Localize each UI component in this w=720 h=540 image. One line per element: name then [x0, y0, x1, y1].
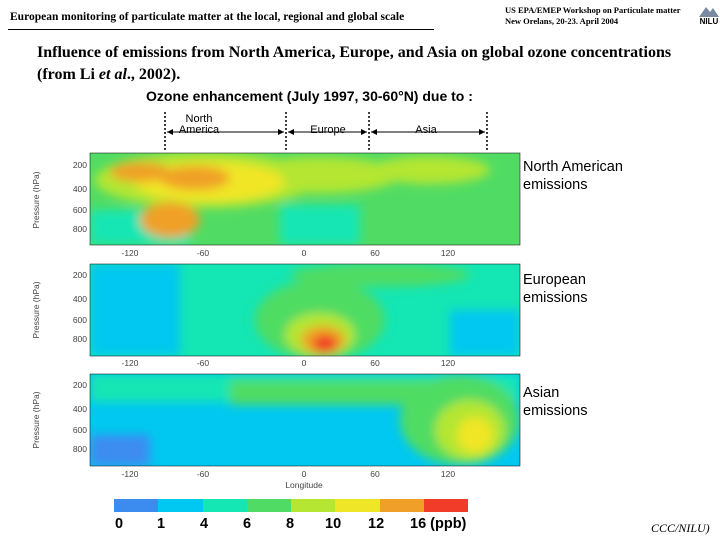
header-right: US EPA/EMEP Workshop on Particulate matt… — [505, 5, 681, 27]
region-label-north-america: North America — [178, 113, 220, 136]
x-tick-minus120: -120 — [121, 358, 138, 368]
y-axis-label-2: Pressure (hPa) — [31, 281, 41, 338]
panel-european — [89, 263, 521, 357]
panel-label-line1: Asian — [523, 385, 560, 401]
region-europe: Europe — [310, 124, 346, 136]
scale-label-16-ppb: 16 (ppb) — [410, 516, 467, 532]
y-tick-200: 200 — [73, 380, 87, 390]
x-tick-120: 120 — [441, 469, 455, 479]
header-right-line1: US EPA/EMEP Workshop on Particulate matt… — [505, 5, 681, 15]
y-tick-800: 800 — [73, 444, 87, 454]
x-tick-60: 60 — [370, 358, 380, 368]
scale-label-1: 1 — [157, 516, 166, 532]
y-axis-label-1: Pressure (hPa) — [31, 171, 41, 228]
scale-label-8: 8 — [286, 516, 295, 532]
header-divider — [8, 29, 434, 30]
panel-north-american — [89, 152, 521, 246]
scale-swatch-4 — [291, 499, 336, 512]
x-tick-60: 60 — [370, 248, 380, 258]
nilu-logo: NILU — [699, 4, 719, 26]
panel-label-line1: European — [523, 272, 586, 288]
region-north-america: North America — [168, 114, 230, 136]
scale-label-12: 12 — [368, 516, 385, 532]
panel-label-north-american: North American emissions — [523, 158, 623, 194]
y-tick-400: 400 — [73, 294, 87, 304]
x-tick-minus60: -60 — [197, 248, 210, 258]
scale-swatch-5 — [335, 499, 380, 512]
scale-label-6: 6 — [243, 516, 252, 532]
region-asia: Asia — [415, 124, 437, 136]
x-tick-0: 0 — [302, 358, 307, 368]
logo-text: NILU — [699, 17, 719, 26]
x-axis-label: Longitude — [285, 480, 323, 490]
scale-label-4: 4 — [200, 516, 209, 532]
panel-label-line2: emissions — [523, 403, 588, 419]
panel-label-line2: emissions — [523, 177, 588, 193]
x-tick-120: 120 — [441, 248, 455, 258]
title-part1: Influence of emissions from North Americ… — [37, 44, 672, 83]
x-tick-minus120: -120 — [121, 469, 138, 479]
title-italic: et al — [98, 66, 127, 83]
scale-label-10: 10 — [325, 516, 342, 532]
x-tick-120: 120 — [441, 358, 455, 368]
y-tick-400: 400 — [73, 184, 87, 194]
panel-label-line2: emissions — [523, 290, 588, 306]
slide-title: Influence of emissions from North Americ… — [37, 42, 697, 86]
panel-asian — [89, 373, 521, 467]
color-scale-bar — [114, 499, 468, 512]
panel-label-line1: North American — [523, 159, 623, 175]
scale-swatch-1 — [158, 499, 203, 512]
x-tick-60: 60 — [370, 469, 380, 479]
figure-title: Ozone enhancement (July 1997, 30-60°N) d… — [146, 88, 473, 104]
y-tick-800: 800 — [73, 334, 87, 344]
header-right-line2: New Orelans, 20-23. April 2004 — [505, 16, 619, 26]
scale-swatch-0 — [114, 499, 159, 512]
scale-swatch-3 — [246, 499, 291, 512]
y-tick-800: 800 — [73, 224, 87, 234]
region-markers — [164, 112, 488, 152]
scale-swatch-6 — [379, 499, 424, 512]
title-part2: ., 2002). — [126, 66, 181, 83]
y-tick-400: 400 — [73, 404, 87, 414]
footer-credit: CCC/NILU) — [651, 521, 710, 535]
scale-swatch-7 — [423, 499, 468, 512]
y-tick-600: 600 — [73, 205, 87, 215]
y-tick-200: 200 — [73, 270, 87, 280]
x-tick-0: 0 — [302, 469, 307, 479]
y-tick-200: 200 — [73, 160, 87, 170]
header-left: European monitoring of particulate matte… — [10, 11, 405, 23]
scale-label-0: 0 — [115, 516, 124, 532]
x-tick-minus120: -120 — [121, 248, 138, 258]
x-tick-0: 0 — [302, 248, 307, 258]
y-tick-600: 600 — [73, 425, 87, 435]
x-tick-minus60: -60 — [197, 469, 210, 479]
x-tick-minus60: -60 — [197, 358, 210, 368]
y-axis-label-3: Pressure (hPa) — [31, 391, 41, 448]
panel-label-european: European emissions — [523, 271, 587, 307]
mountain-icon — [699, 7, 719, 17]
ozone-panels: Pressure (hPa) Pressure (hPa) Pressure (… — [31, 152, 521, 490]
scale-swatch-2 — [202, 499, 247, 512]
panel-label-asian: Asian emissions — [523, 384, 587, 420]
y-tick-600: 600 — [73, 315, 87, 325]
